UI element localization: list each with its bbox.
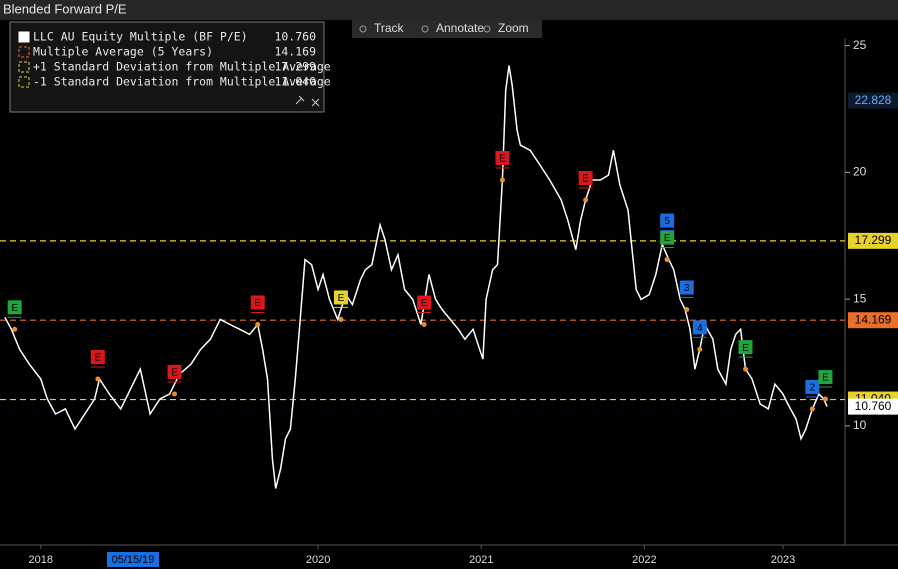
event-label: E	[338, 293, 345, 304]
reference-badge	[848, 312, 898, 329]
x-tick-label: 2021	[469, 554, 493, 566]
event-label: E	[664, 233, 671, 244]
event-marker	[805, 379, 820, 394]
event-marker	[90, 350, 105, 365]
event-label: E	[11, 303, 18, 314]
event-label: E	[582, 174, 589, 185]
event-marker	[167, 364, 182, 379]
pin-icon[interactable]	[295, 95, 305, 105]
event-dot	[172, 391, 178, 397]
event-label: E	[171, 368, 178, 379]
date-label-box	[107, 552, 159, 567]
x-tick-label: 2022	[632, 554, 656, 566]
x-tick-label: 2020	[306, 554, 330, 566]
toolbar-icon	[359, 25, 367, 33]
event-marker	[660, 230, 675, 245]
crosshair-badge	[848, 92, 898, 109]
legend-label: Multiple Average (5 Years)	[33, 45, 213, 59]
toolbar-icon	[483, 25, 491, 33]
event-marker	[578, 171, 593, 186]
event-dot	[338, 316, 344, 322]
event-label: E	[254, 298, 261, 309]
last-value-badge	[848, 398, 898, 415]
y-tick-label: 25	[853, 38, 867, 52]
series-line	[4, 65, 828, 489]
event-label: 5	[664, 216, 670, 227]
legend-value: 11.040	[274, 75, 316, 89]
event-dot	[421, 321, 427, 327]
date-label: 05/15/19	[112, 554, 155, 566]
toolbar[interactable]	[352, 20, 542, 38]
event-marker	[333, 290, 348, 305]
event-label: 4	[697, 323, 703, 334]
legend-value: 10.760	[274, 30, 316, 44]
legend-swatch	[18, 31, 30, 43]
event-marker	[738, 340, 753, 355]
legend-box	[9, 21, 325, 113]
legend-swatch	[18, 61, 30, 73]
event-label: 2	[810, 383, 816, 394]
event-label: 3	[684, 283, 690, 294]
event-dot	[809, 406, 815, 412]
legend-value: 14.169	[274, 45, 316, 59]
event-dot	[12, 326, 18, 332]
event-marker	[818, 370, 833, 385]
legend-value: 17.299	[274, 60, 316, 74]
title-bar	[0, 0, 898, 20]
event-dot	[255, 321, 261, 327]
legend-swatch	[18, 46, 30, 58]
event-dot	[95, 376, 101, 382]
close-icon[interactable]	[311, 98, 320, 107]
event-dot	[822, 396, 828, 402]
toolbar-icon	[421, 25, 429, 33]
event-dot	[583, 197, 589, 203]
reference-badge	[848, 232, 898, 249]
event-marker	[692, 320, 707, 335]
chart-title: Blended Forward P/E	[3, 1, 127, 16]
event-marker	[7, 300, 22, 315]
x-tick-label: 2023	[771, 554, 795, 566]
event-dot	[499, 177, 505, 183]
reference-badge-label: 17.299	[855, 233, 892, 247]
event-label: E	[95, 353, 102, 364]
crosshair-label: 22.828	[855, 93, 892, 107]
event-marker	[417, 295, 432, 310]
event-dot	[664, 257, 670, 263]
legend-swatch	[18, 76, 30, 88]
x-tick-label: 2018	[29, 554, 53, 566]
legend-label: -1 Standard Deviation from Multiple Aver…	[33, 75, 331, 89]
reference-badge-label: 14.169	[855, 312, 892, 326]
toolbar-button[interactable]: Zoom	[498, 21, 529, 35]
event-dot	[742, 366, 748, 372]
legend-label: +1 Standard Deviation from Multiple Aver…	[33, 60, 331, 74]
y-tick-label: 15	[853, 291, 867, 305]
event-label: E	[822, 373, 829, 384]
toolbar-button[interactable]: Track	[374, 21, 405, 35]
event-label: E	[742, 343, 749, 354]
event-dot	[697, 346, 703, 352]
legend: LLC AU Equity Multiple (BF P/E) 10.760 Mul…	[9, 21, 331, 113]
y-tick-label: 10	[853, 418, 867, 432]
event-label: E	[499, 154, 506, 165]
legend-label: LLC AU Equity Multiple (BF P/E)	[33, 30, 248, 44]
event-marker	[679, 280, 694, 295]
event-dot	[684, 307, 690, 313]
y-tick-label: 20	[853, 165, 867, 179]
toolbar-button[interactable]: Annotate	[436, 21, 484, 35]
last-value-label: 10.760	[855, 399, 892, 413]
event-marker	[660, 213, 675, 228]
event-label: E	[421, 298, 428, 309]
event-marker	[250, 295, 265, 310]
event-marker	[495, 150, 510, 165]
